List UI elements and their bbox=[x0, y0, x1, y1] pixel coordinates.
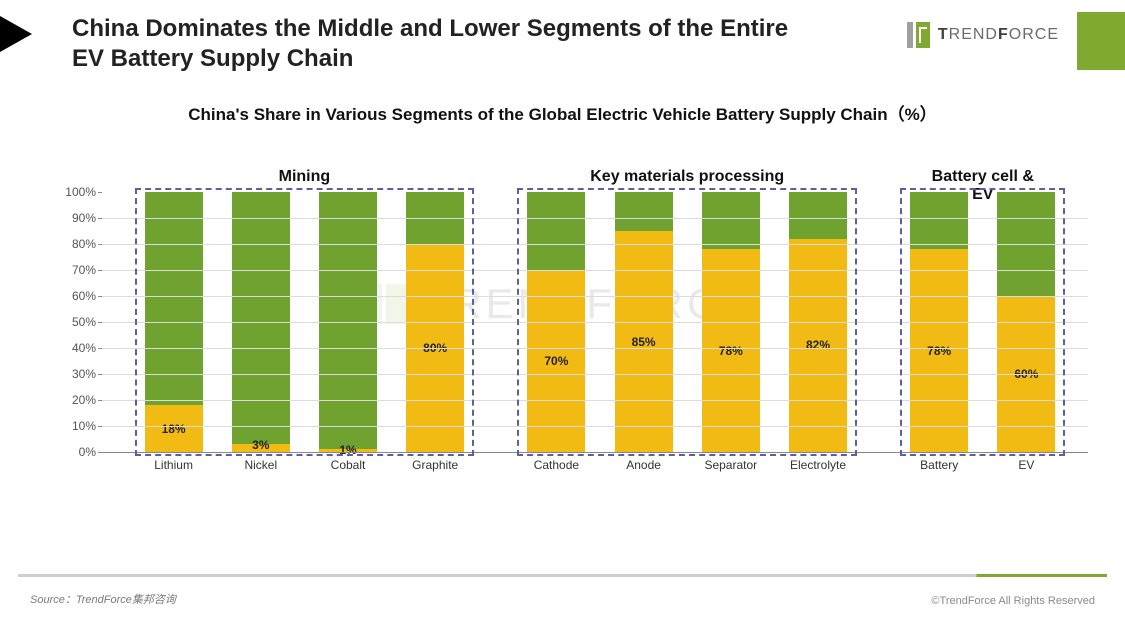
corner-wedge bbox=[0, 16, 32, 52]
y-tick-label: 20% bbox=[56, 393, 96, 407]
chart-title: China's Share in Various Segments of the… bbox=[0, 104, 1125, 127]
footer-rule bbox=[18, 574, 1107, 577]
group-box bbox=[517, 188, 857, 456]
page-title: China Dominates the Middle and Lower Seg… bbox=[72, 14, 812, 74]
y-tick-label: 30% bbox=[56, 367, 96, 381]
x-tick-label: Nickel bbox=[244, 458, 277, 472]
y-tick bbox=[98, 400, 102, 401]
y-tick bbox=[98, 192, 102, 193]
x-tick-label: Lithium bbox=[154, 458, 193, 472]
y-tick-label: 60% bbox=[56, 289, 96, 303]
y-tick-label: 10% bbox=[56, 419, 96, 433]
group-box bbox=[135, 188, 475, 456]
corner-accent bbox=[1077, 12, 1125, 70]
y-tick bbox=[98, 296, 102, 297]
x-tick-label: Anode bbox=[626, 458, 661, 472]
y-tick bbox=[98, 270, 102, 271]
group-label: Mining bbox=[279, 168, 331, 186]
y-tick-label: 50% bbox=[56, 315, 96, 329]
x-tick-label: Battery bbox=[920, 458, 958, 472]
slide: TRENDFORCE China Dominates the Middle an… bbox=[0, 0, 1125, 627]
rights-text: ©TrendForce All Rights Reserved bbox=[931, 595, 1095, 607]
y-tick bbox=[98, 426, 102, 427]
y-tick-label: 40% bbox=[56, 341, 96, 355]
group-box bbox=[900, 188, 1065, 456]
x-tick-label: Separator bbox=[704, 458, 757, 472]
chart: MiningKey materials processingBattery ce… bbox=[48, 192, 1088, 522]
x-tick-label: Graphite bbox=[412, 458, 458, 472]
y-tick bbox=[98, 218, 102, 219]
source-text: Source：TrendForce集邦咨询 bbox=[30, 591, 176, 607]
y-tick-label: 90% bbox=[56, 211, 96, 225]
y-tick-label: 80% bbox=[56, 237, 96, 251]
y-tick-label: 0% bbox=[56, 445, 96, 459]
group-label: Key materials processing bbox=[590, 168, 784, 186]
y-tick-label: 100% bbox=[56, 185, 96, 199]
y-tick bbox=[98, 244, 102, 245]
x-tick-label: Cathode bbox=[534, 458, 579, 472]
x-tick-label: Electrolyte bbox=[790, 458, 846, 472]
x-tick-label: Cobalt bbox=[331, 458, 366, 472]
chart-plot-area: MiningKey materials processingBattery ce… bbox=[102, 192, 1088, 452]
x-tick-label: EV bbox=[1018, 458, 1034, 472]
y-tick-label: 70% bbox=[56, 263, 96, 277]
y-tick bbox=[98, 348, 102, 349]
y-tick bbox=[98, 452, 102, 453]
brand-logo: TRENDFORCE bbox=[907, 22, 1059, 48]
y-tick bbox=[98, 322, 102, 323]
brand-name: TRENDFORCE bbox=[938, 26, 1059, 44]
logo-mark-icon bbox=[907, 22, 930, 48]
y-tick bbox=[98, 374, 102, 375]
